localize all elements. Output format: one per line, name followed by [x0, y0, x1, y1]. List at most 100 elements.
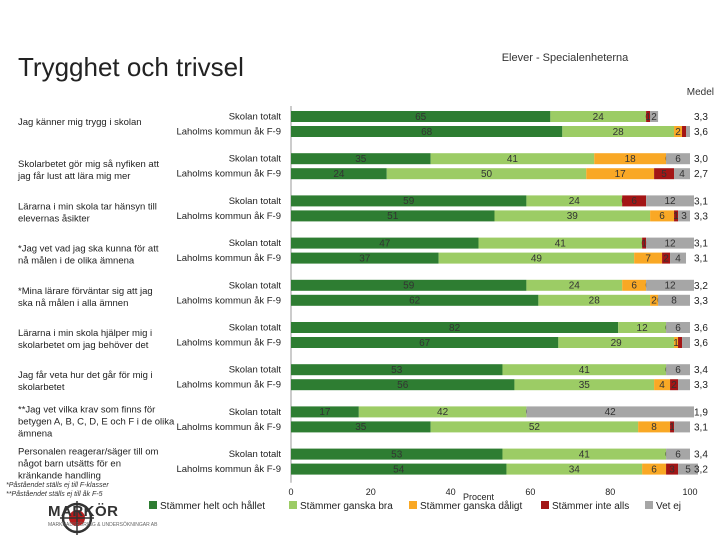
bar-segment — [666, 364, 690, 376]
medel-value: 3,3 — [694, 380, 708, 391]
data-label: 41 — [555, 238, 567, 249]
bar-segment — [291, 294, 539, 306]
bar-segment — [642, 237, 647, 249]
data-label: 68 — [421, 127, 433, 138]
question-label: Jag får veta hur det går för mig i — [18, 370, 153, 381]
bar-segment — [430, 421, 639, 433]
data-label: 6 — [675, 323, 681, 334]
chart-subtitle: Elever - Specialenheterna — [501, 52, 629, 64]
medel-value: 3,2 — [694, 465, 708, 476]
bar-segment — [430, 153, 595, 165]
data-label: 49 — [531, 253, 543, 264]
row-label: Skolan totalt — [229, 323, 282, 334]
legend-swatch — [289, 501, 297, 509]
medel-value: 3,2 — [694, 281, 708, 292]
medel-value: 3,3 — [694, 296, 708, 307]
bar-segment — [618, 322, 667, 333]
row-label: Laholms kommun åk F-9 — [176, 127, 281, 138]
bar-segment — [550, 111, 647, 122]
data-label: 6 — [675, 449, 681, 460]
data-label: 6 — [631, 196, 637, 207]
data-label: 53 — [391, 449, 403, 460]
bar-segment — [654, 168, 675, 180]
row-label: Skolan totalt — [229, 112, 282, 123]
bar-segment — [558, 337, 675, 348]
bar-segment — [586, 168, 655, 180]
bar-segment — [494, 210, 651, 222]
data-label: 59 — [403, 281, 415, 292]
medel-value: 3,1 — [694, 254, 708, 265]
bar-segment — [291, 406, 359, 418]
row-label: Skolan totalt — [229, 449, 282, 460]
bar-segment — [291, 421, 431, 433]
question-label: nå målen i de olika ämnena — [18, 256, 135, 267]
medel-value: 3,6 — [694, 323, 708, 334]
question-label: Lärarna i min skola hjälper mig i — [18, 328, 152, 339]
medel-value: 3,4 — [694, 450, 708, 461]
data-label: 1 — [673, 338, 679, 349]
bar-segment — [502, 448, 667, 460]
data-label: 41 — [579, 365, 591, 376]
bar-segment — [562, 126, 675, 137]
bar-segment — [638, 421, 671, 433]
data-label: 1 — [669, 422, 675, 433]
bar-segment — [666, 153, 690, 165]
legend-swatch — [149, 501, 157, 509]
page-title: Trygghet och trivsel — [18, 52, 244, 82]
row-label: Skolan totalt — [229, 407, 282, 418]
question-label: ämnena — [18, 428, 53, 439]
bar-segment — [386, 168, 587, 180]
medel-value: 3,1 — [694, 196, 708, 207]
data-label: 34 — [569, 464, 581, 475]
bar-segment — [502, 364, 667, 376]
data-label: 3 — [681, 211, 687, 222]
data-label: 5 — [685, 464, 691, 475]
data-label: 2 — [671, 380, 677, 391]
bar-segment — [622, 195, 647, 207]
row-label: Laholms kommun åk F-9 — [176, 422, 281, 433]
data-label: 52 — [529, 422, 541, 433]
data-label: 4 — [675, 253, 681, 264]
data-label: 35 — [355, 422, 367, 433]
data-label: 24 — [569, 196, 581, 207]
bar-segment — [291, 210, 495, 222]
data-label: 12 — [637, 323, 649, 334]
data-label: 18 — [625, 154, 637, 165]
legend-swatch — [541, 501, 549, 509]
data-label: 82 — [449, 323, 461, 334]
data-label: 8 — [651, 422, 657, 433]
data-label: 62 — [409, 296, 421, 307]
legend-swatch — [409, 501, 417, 509]
bar-segment — [650, 294, 659, 306]
bar-segment — [678, 210, 690, 222]
medel-value: 3,3 — [694, 112, 708, 123]
bar-segment — [538, 294, 651, 306]
bar-segment — [678, 337, 683, 348]
data-label: 50 — [481, 169, 493, 180]
legend-swatch — [645, 501, 653, 509]
question-label: kränkande handling — [18, 471, 101, 482]
data-label: 42 — [605, 407, 617, 418]
data-label: 6 — [675, 365, 681, 376]
question-label: Personalen reagerar/säger till om — [18, 447, 159, 458]
data-label: 47 — [379, 238, 391, 249]
medel-value: 3,4 — [694, 365, 708, 376]
bar-segment — [438, 252, 635, 264]
data-label: 3 — [669, 464, 675, 475]
x-axis-title: Procent — [463, 492, 495, 502]
bar-segment — [291, 111, 551, 122]
bar-segment — [650, 111, 659, 122]
bar-segment — [646, 237, 694, 249]
logo-subtext: MARKNADSFÖRING & UNDERSÖKNINGAR AB — [48, 522, 158, 528]
data-label: 24 — [569, 281, 581, 292]
data-label: 6 — [651, 464, 657, 475]
legend-entry: Stämmer helt och hållet — [160, 500, 265, 512]
bar-segment — [291, 168, 387, 180]
data-label: 35 — [355, 154, 367, 165]
row-label: Laholms kommun åk F-9 — [176, 338, 281, 349]
x-tick-label: 0 — [288, 487, 293, 497]
medel-value: 3,1 — [694, 239, 708, 250]
data-label: 5 — [661, 169, 667, 180]
bar-segment — [678, 379, 690, 391]
data-label: 59 — [403, 196, 415, 207]
